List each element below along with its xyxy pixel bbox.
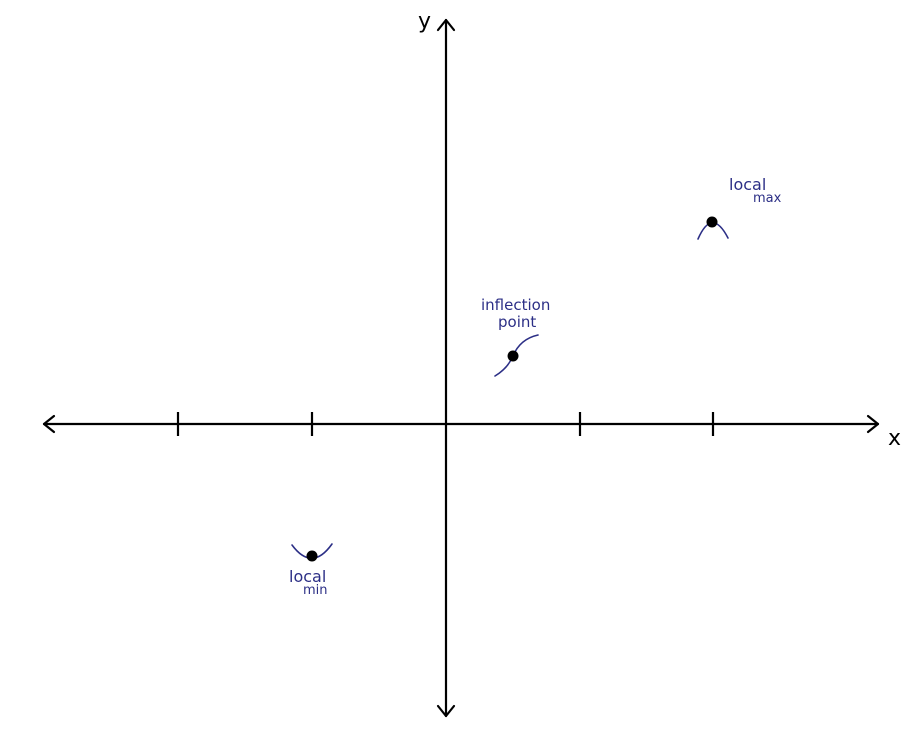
x-axis-right-arrow	[866, 414, 880, 434]
x-axis-left-arrow	[42, 414, 56, 434]
local-min-point	[306, 550, 318, 562]
local-max-point	[706, 216, 718, 228]
inflection-label-line2: point	[498, 313, 536, 331]
local-min-label-line1: local	[289, 567, 326, 586]
local-max-label-line1: local	[729, 175, 766, 194]
y-axis-label: y	[418, 9, 431, 34]
local-min-label-line2: min	[303, 583, 328, 598]
y-axis-top-arrow	[436, 18, 456, 32]
y-axis-bottom-arrow	[436, 704, 456, 718]
inflection-point	[507, 350, 519, 362]
local-max-label-line2: max	[753, 191, 782, 206]
inflection-label-line1: inflection	[481, 296, 550, 314]
x-axis-label: x	[888, 426, 901, 451]
